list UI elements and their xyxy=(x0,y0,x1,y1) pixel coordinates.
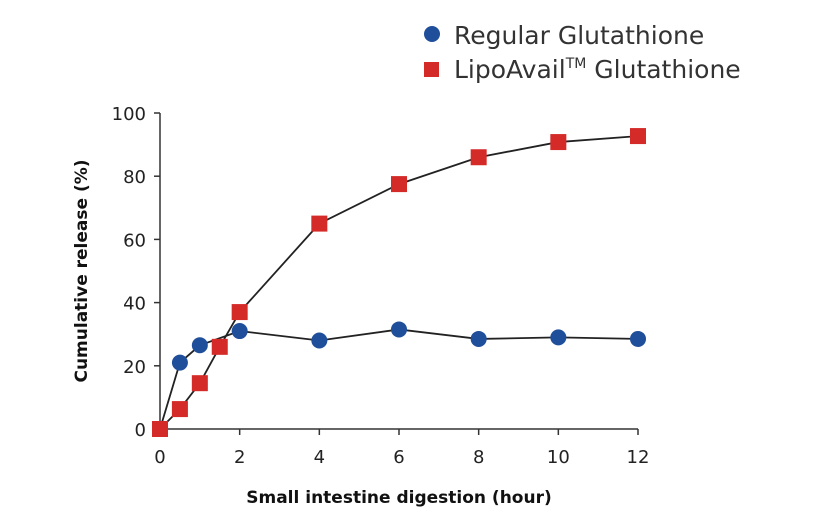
legend-label-lipoavail: LipoAvailTM Glutathione xyxy=(454,55,741,84)
x-tick-label: 0 xyxy=(154,447,165,468)
point-lipoavail xyxy=(191,375,208,392)
legend-marker-lipoavail xyxy=(424,62,439,77)
x-tick-label: 6 xyxy=(393,447,404,468)
point-lipoavail xyxy=(391,176,407,193)
y-tick-label: 40 xyxy=(123,294,146,315)
y-tick-label: 80 xyxy=(123,167,146,188)
series-line-0 xyxy=(159,328,639,430)
y-tick-label: 100 xyxy=(112,104,146,125)
point-lipoavail xyxy=(550,134,567,151)
legend-marker-regular xyxy=(424,26,440,42)
x-tick-label: 8 xyxy=(473,447,484,468)
x-tick-label: 4 xyxy=(314,447,325,468)
point-regular xyxy=(470,330,487,347)
x-tick-label: 10 xyxy=(547,447,570,468)
legend: Regular Glutathione LipoAvailTM Glutathi… xyxy=(424,21,741,84)
x-tick-label: 12 xyxy=(627,447,650,468)
y-tick-label: 20 xyxy=(123,357,146,378)
y-tick-label: 60 xyxy=(123,230,146,251)
point-regular xyxy=(550,329,567,346)
x-tick-label: 2 xyxy=(234,447,245,468)
point-regular xyxy=(391,321,407,338)
series-line-1 xyxy=(159,135,639,430)
point-lipoavail xyxy=(211,338,228,355)
point-lipoavail xyxy=(311,215,328,232)
point-lipoavail xyxy=(152,421,168,437)
point-regular xyxy=(191,337,208,354)
y-tick-label: 0 xyxy=(135,420,146,441)
point-lipoavail xyxy=(231,304,248,321)
legend-label-regular: Regular Glutathione xyxy=(454,21,704,50)
point-regular xyxy=(231,323,248,340)
point-regular xyxy=(311,332,328,349)
point-lipoavail xyxy=(171,401,188,418)
point-lipoavail xyxy=(630,128,646,145)
x-axis-label: Small intestine digestion (hour) xyxy=(246,488,552,508)
y-axis-label: Cumulative release (%) xyxy=(72,159,92,382)
point-regular xyxy=(630,330,646,347)
point-lipoavail xyxy=(470,149,487,166)
point-regular xyxy=(171,354,188,371)
